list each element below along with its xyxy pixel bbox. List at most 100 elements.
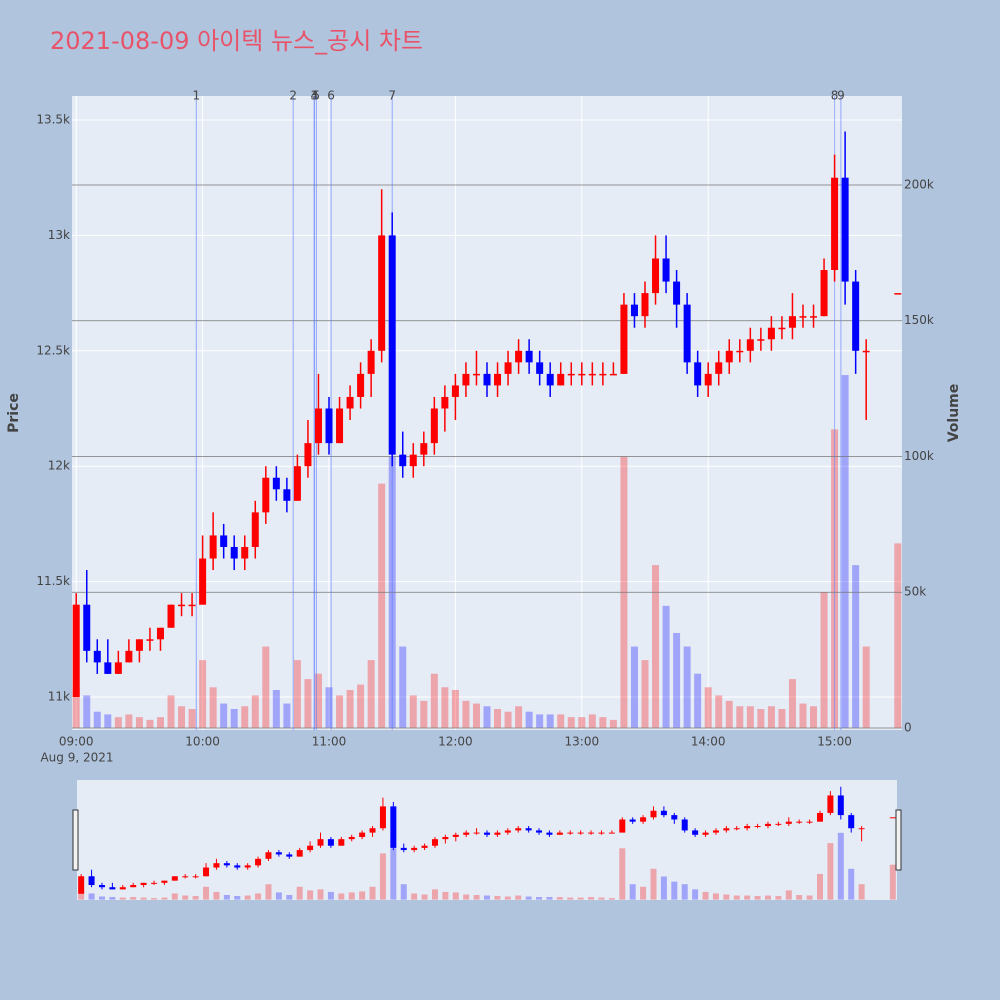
mini-candle-body <box>130 885 137 888</box>
mini-volume-bar <box>525 896 532 900</box>
volume-bar <box>715 695 723 728</box>
volume-bar <box>188 708 196 728</box>
candle-body <box>135 639 143 651</box>
volume-bar <box>567 717 575 728</box>
mini-candle-body <box>525 828 532 831</box>
candle-body <box>694 362 702 386</box>
mini-volume-bar <box>775 896 782 900</box>
volume-bar <box>894 543 902 728</box>
volume-bar <box>293 660 301 728</box>
mini-candle-body <box>681 819 688 831</box>
mini-volume-bar <box>577 897 584 900</box>
mini-candle-body <box>608 832 615 834</box>
mini-volume-bar <box>619 848 626 900</box>
mini-candle-body <box>286 854 293 857</box>
mini-volume-bar <box>827 843 834 900</box>
candle-body <box>557 373 565 386</box>
candle-body <box>114 662 122 674</box>
volume-bar <box>641 660 649 728</box>
volume-bar <box>146 719 154 728</box>
y-tick-label: 12k <box>48 459 70 473</box>
volume-bar <box>757 708 765 728</box>
mini-candle-body <box>504 830 511 833</box>
volume-bar <box>114 717 122 728</box>
candle-body <box>409 454 417 467</box>
mini-volume-bar <box>421 894 428 900</box>
mini-volume-bar <box>712 893 719 900</box>
mini-volume-bar <box>463 894 470 900</box>
y2-axis-title: Volume <box>946 384 962 443</box>
candle-body <box>420 443 428 455</box>
range-handle[interactable] <box>895 809 902 871</box>
volume-bar <box>336 695 344 728</box>
candle-body <box>894 293 902 295</box>
candle-body <box>578 373 586 376</box>
mini-candle-body <box>244 865 251 868</box>
volume-bar <box>767 706 775 728</box>
x-tick-label: 13:00 <box>565 735 600 749</box>
candle-body <box>525 350 533 363</box>
candle-body <box>283 489 291 501</box>
volume-bar <box>451 689 459 728</box>
volume-bar <box>83 695 91 728</box>
mini-candle-body <box>348 836 355 840</box>
volume-bar <box>167 695 175 728</box>
mini-candle-body <box>442 836 449 840</box>
mini-candle-body <box>577 832 584 834</box>
volume-bar <box>788 679 796 728</box>
volume-bar <box>367 660 375 728</box>
volume-bar <box>441 687 449 728</box>
mini-candle-body <box>98 885 105 888</box>
x-tick-label: 10:00 <box>185 735 220 749</box>
candle-body <box>683 304 691 363</box>
candle-body <box>104 662 112 674</box>
candle-body <box>736 350 744 353</box>
news-label: 2 <box>289 89 297 103</box>
candle-body <box>483 373 491 386</box>
candle-body <box>346 396 354 409</box>
y2-tick-label: 0 <box>904 720 912 734</box>
candle-body <box>472 373 480 376</box>
candle-body <box>178 604 186 607</box>
mini-candle-body <box>556 832 563 835</box>
mini-volume-bar <box>764 895 771 900</box>
mini-candle-body <box>431 839 438 846</box>
news-label: 4 <box>310 89 318 103</box>
volume-bar <box>630 646 638 728</box>
mini-volume-bar <box>317 889 324 900</box>
volume-bar <box>673 632 681 728</box>
candle-body <box>799 316 807 318</box>
volume-bar <box>578 717 586 728</box>
mini-volume-bar <box>473 894 480 900</box>
mini-volume-bar <box>255 893 262 900</box>
mini-volume-bar <box>754 896 761 900</box>
mini-volume-bar <box>442 891 449 900</box>
mini-candle-body <box>744 826 751 829</box>
plot-area <box>72 96 902 730</box>
volume-bar <box>283 703 291 728</box>
mini-volume-bar <box>411 893 418 900</box>
mini-candle-body <box>702 832 709 835</box>
mini-volume-bar <box>608 898 615 900</box>
rangeslider[interactable] <box>77 780 897 900</box>
mini-volume-bar <box>629 884 636 900</box>
mini-candle-body <box>796 821 803 823</box>
mini-volume-bar <box>640 886 647 900</box>
volume-bar <box>430 673 438 728</box>
mini-volume-bar <box>151 898 158 900</box>
mini-candle-body <box>151 882 158 884</box>
candle-body <box>546 373 554 386</box>
y-tick-label: 11k <box>48 689 70 703</box>
mini-volume-bar <box>723 894 730 900</box>
mini-candle-body <box>494 832 501 835</box>
mini-volume-bar <box>650 868 657 900</box>
candle-body <box>199 558 207 605</box>
range-handle[interactable] <box>72 809 79 871</box>
mini-volume-bar <box>307 890 314 900</box>
x-tick-label: 11:00 <box>312 735 347 749</box>
mini-volume-bar <box>806 895 813 900</box>
mini-volume-bar <box>536 897 543 900</box>
candle-body <box>209 535 217 559</box>
mini-candle-body <box>88 876 95 886</box>
